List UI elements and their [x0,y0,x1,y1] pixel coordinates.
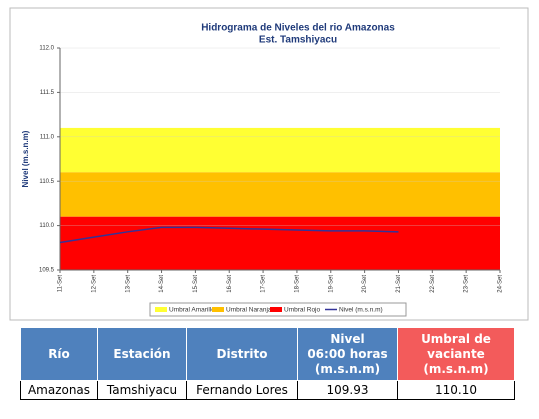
header-cell: Nivel 06:00 horas (m.s.n.m) [297,327,398,381]
y-tick-label: 110.0 [39,223,54,229]
x-tick-label: 12-Set [91,275,97,293]
header-cell: Río [20,327,98,381]
cell: Amazonas [20,380,98,400]
threshold-band [60,172,500,217]
legend-label: Nivel (m.s.n.m) [339,307,383,314]
cell: 110.10 [397,380,515,400]
header-cell: Umbral de vaciante (m.s.n.m) [397,327,515,381]
chart: Hidrograma de Niveles del rio Amazonas E… [9,7,529,321]
header-cell: Distrito [186,327,298,381]
table: Río Estación Distrito Nivel 06:00 horas … [20,327,515,400]
x-tick-label: 23-Set [464,275,470,293]
x-tick-label: 17-Set [261,275,267,293]
x-tick-label: 14-Set [159,275,165,293]
y-axis-title: Nivel (m.s.n.m) [21,130,30,187]
threshold-band [60,216,500,270]
x-tick-label: 15-Set [193,275,199,293]
cell: 109.93 [297,380,398,400]
legend-swatch [155,307,167,312]
x-tick-label: 22-Set [430,275,436,293]
threshold-band [60,127,500,173]
x-tick-label: 20-Set [362,275,368,293]
legend-label: Umbral Rojo [284,307,321,314]
x-tick-label: 13-Set [125,275,131,293]
data-line [59,226,399,244]
x-tick-label: 11-Set [58,275,64,293]
x-tick-label: 24-Set [498,275,504,293]
x-tick-label: 19-Set [328,275,334,293]
y-tick-label: 112.0 [39,46,54,52]
chart-subtitle: Est. Tamshiyacu [259,35,337,46]
y-tick-label: 109.5 [39,268,55,274]
cell: Fernando Lores [186,380,298,400]
header-cell: Estación [97,327,187,381]
legend-swatch [212,307,224,312]
chart-title: Hidrograma de Niveles del rio Amazonas [201,23,395,34]
legend-label: Umbral Naranja [226,307,272,314]
y-tick-label: 111.0 [40,134,55,140]
y-tick-label: 111.5 [40,90,55,96]
cell: Tamshiyacu [97,380,187,400]
legend-label: Umbral Amarillo [169,307,215,314]
legend-swatch [270,307,282,312]
x-tick-label: 21-Set [396,275,402,293]
x-tick-label: 16-Set [227,275,233,293]
x-tick-label: 18-Set [295,275,301,293]
y-tick-label: 110.5 [39,179,54,185]
